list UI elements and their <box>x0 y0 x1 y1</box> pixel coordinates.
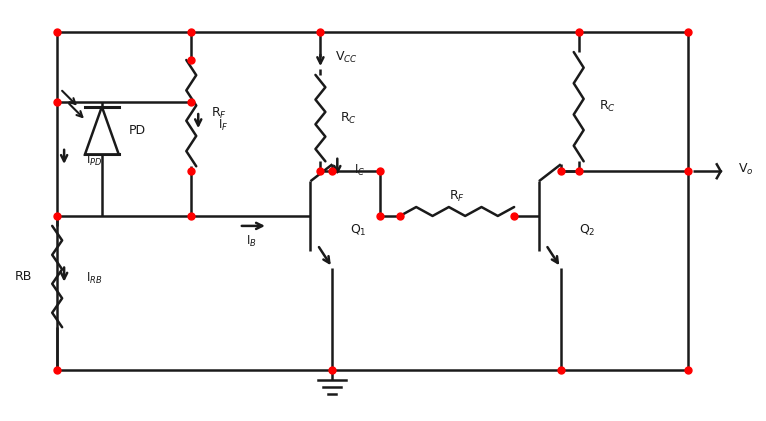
Text: V$_o$: V$_o$ <box>738 162 753 177</box>
Text: I$_{PD}$: I$_{PD}$ <box>86 153 103 168</box>
Text: PD: PD <box>129 124 146 137</box>
Text: RB: RB <box>15 270 32 283</box>
Polygon shape <box>85 107 119 155</box>
Text: I$_F$: I$_F$ <box>218 117 228 133</box>
Text: R$_C$: R$_C$ <box>340 111 357 125</box>
Text: I$_C$: I$_C$ <box>354 163 365 179</box>
Text: I$_B$: I$_B$ <box>246 234 257 249</box>
Text: Q$_2$: Q$_2$ <box>578 223 595 238</box>
Text: Q$_1$: Q$_1$ <box>350 223 367 238</box>
Text: R$_C$: R$_C$ <box>598 99 615 114</box>
Text: V$_{CC}$: V$_{CC}$ <box>336 50 358 64</box>
Text: R$_F$: R$_F$ <box>449 189 465 204</box>
Text: I$_{RB}$: I$_{RB}$ <box>86 271 103 286</box>
Text: R$_F$: R$_F$ <box>211 106 227 121</box>
